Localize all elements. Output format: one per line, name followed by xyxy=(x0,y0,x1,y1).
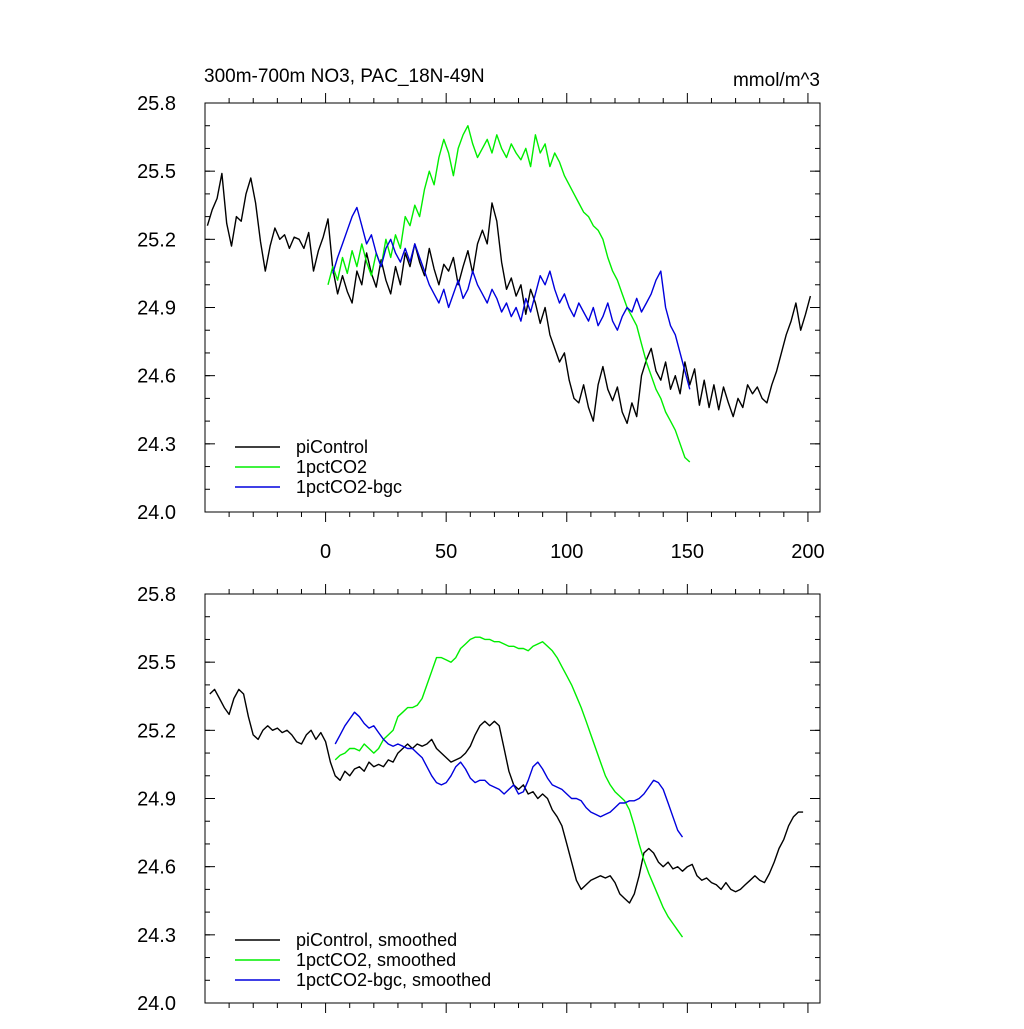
y-tick-label: 24.9 xyxy=(137,298,176,320)
x-tick-label: 150 xyxy=(671,541,704,563)
y-tick-label: 25.8 xyxy=(137,93,176,115)
panel-1: 24.0 24.3 24.6 24.9 25.2 25.5 25.8 0 50 100 150 200… xyxy=(137,93,825,563)
legend-label: 1pctCO2-bgc, smoothed xyxy=(296,970,491,990)
y-tick-label: 25.2 xyxy=(137,229,176,251)
chart-title: 300m-700m NO3, PAC_18N-49N xyxy=(204,66,485,87)
series-line-2 xyxy=(334,636,684,938)
x-tick-label: 200 xyxy=(791,541,824,563)
legend-label: 1pctCO2-bgc xyxy=(296,477,402,497)
series-line-1 xyxy=(206,172,812,425)
y-tick-label: 24.6 xyxy=(137,366,176,388)
y-tick-label: 24.3 xyxy=(137,434,176,456)
y-tick-label: 25.8 xyxy=(137,584,176,606)
series-line-2 xyxy=(327,125,691,463)
legend-label: 1pctCO2, smoothed xyxy=(296,950,456,970)
y-tick-label: 25.5 xyxy=(137,161,176,183)
legend-label: piControl xyxy=(296,437,368,457)
y-tick-label: 24.6 xyxy=(137,857,176,879)
y-tick-label: 24.0 xyxy=(137,993,176,1015)
legend-label: 1pctCO2 xyxy=(296,457,367,477)
y-tick-label: 24.3 xyxy=(137,925,176,947)
panel-2: 24.0 24.3 24.6 24.9 25.2 25.5 25.8 piControl, s… xyxy=(137,584,821,1015)
y-tick-label: 24.9 xyxy=(137,789,176,811)
x-tick-label: 100 xyxy=(550,541,583,563)
x-tick-label: 0 xyxy=(320,541,331,563)
units-label: mmol/m^3 xyxy=(733,70,820,91)
series-line-1 xyxy=(209,688,804,904)
y-tick-label: 25.2 xyxy=(137,720,176,742)
y-tick-label: 25.5 xyxy=(137,652,176,674)
series-line-3 xyxy=(332,206,691,390)
x-tick-label: 50 xyxy=(435,541,457,563)
legend-label: piControl, smoothed xyxy=(296,930,457,950)
y-tick-label: 24.0 xyxy=(137,502,176,524)
series-line-3 xyxy=(334,711,684,838)
